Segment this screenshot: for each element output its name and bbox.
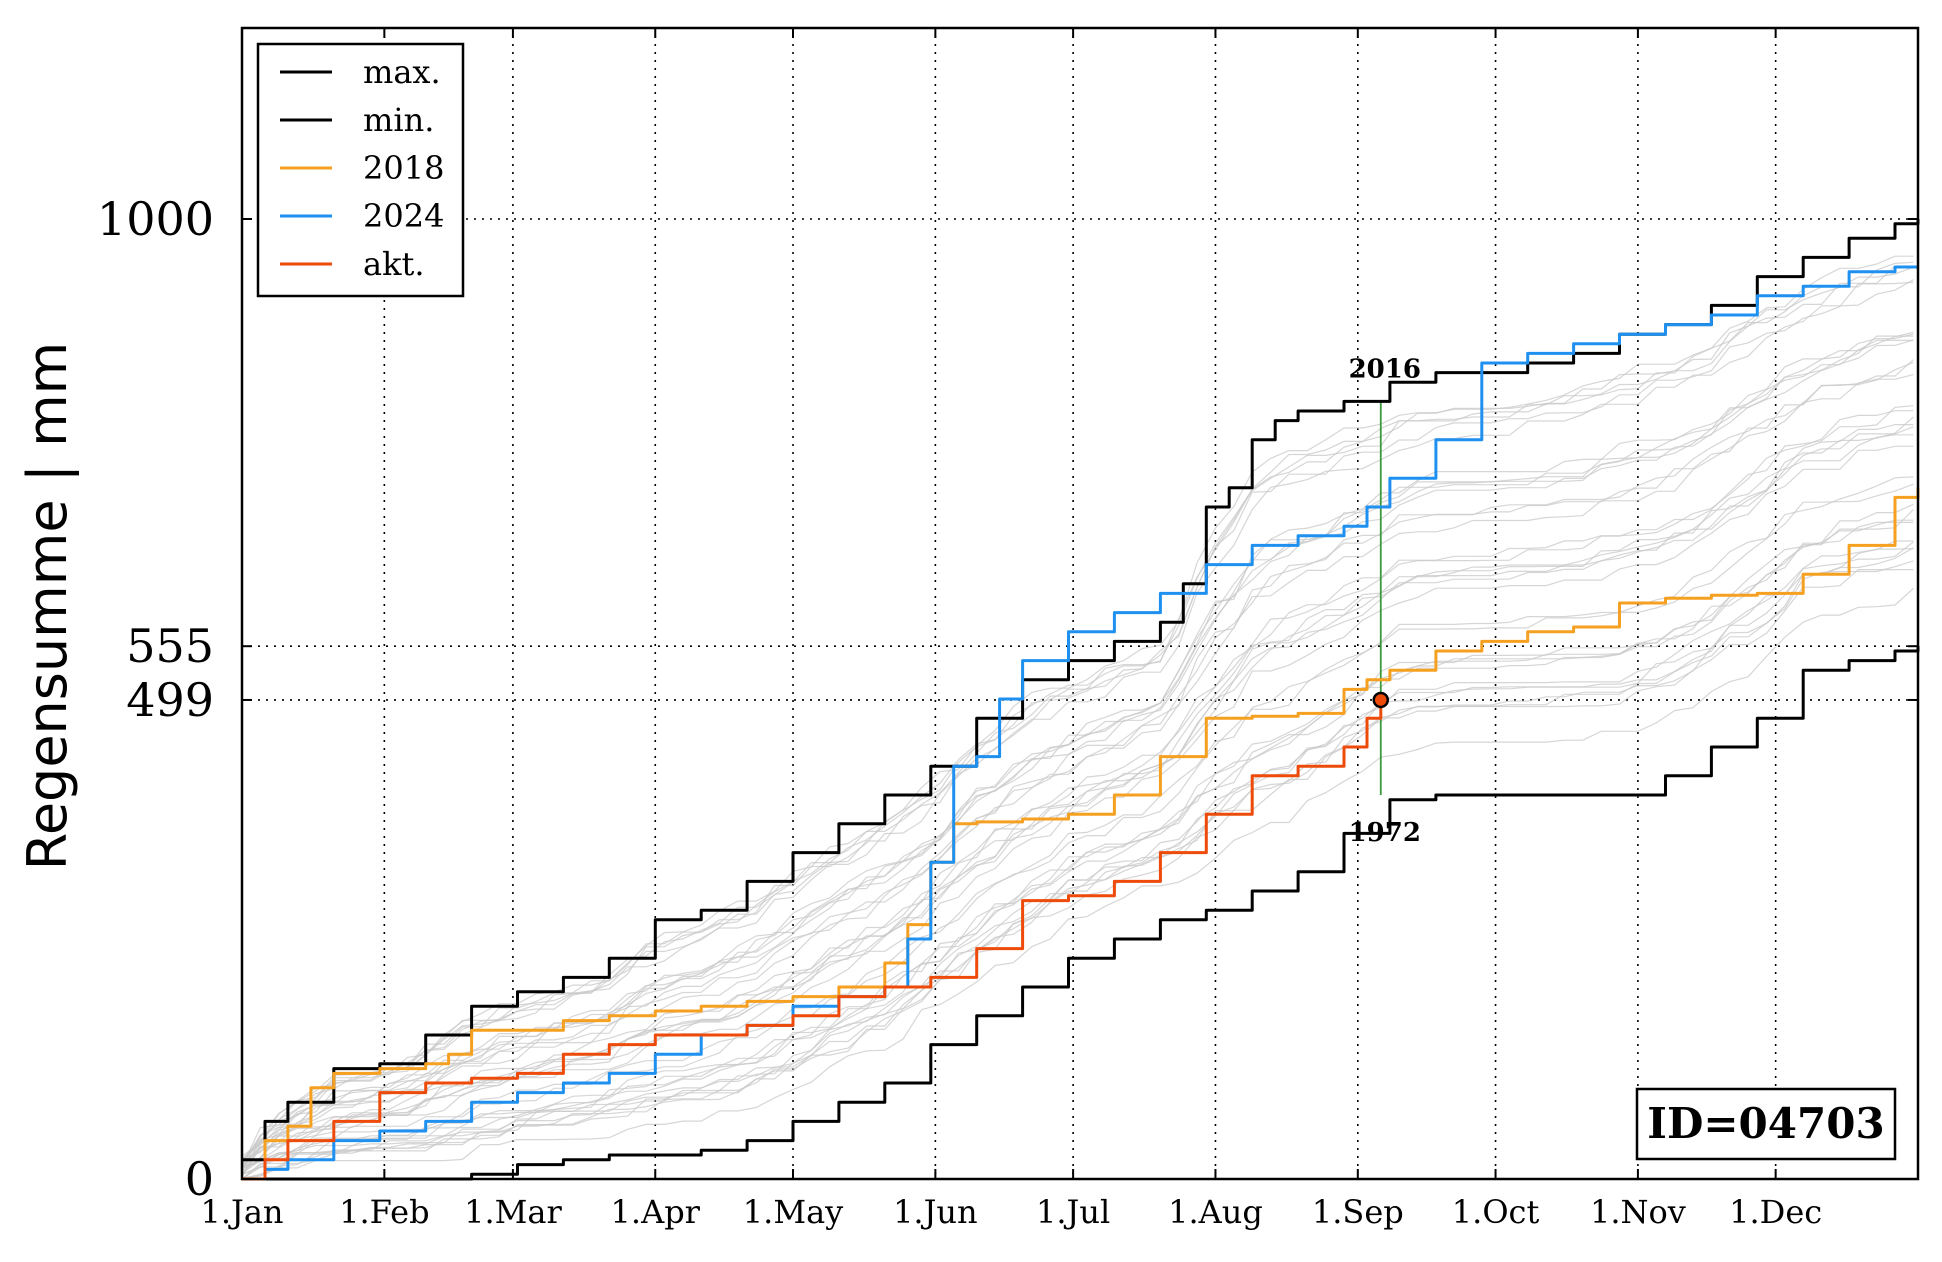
- x-tick-label: 1.Mar: [464, 1193, 562, 1231]
- background-year-line: [241, 261, 1914, 1167]
- series-line-akt: [242, 700, 1383, 1181]
- background-year-line: [241, 509, 1914, 1180]
- series-line-2018: [242, 487, 1920, 1181]
- y-axis-label: Regensumme | mm: [16, 342, 79, 871]
- axis-ticks: [241, 28, 1918, 1180]
- y-tick-label: 555: [126, 619, 214, 673]
- background-year-line: [241, 416, 1914, 1175]
- current-value-marker: [1372, 691, 1390, 709]
- annotation-year-1972: 1972: [1349, 818, 1421, 848]
- series-line-min: [242, 646, 1920, 1181]
- background-year-line: [241, 374, 1914, 1174]
- background-year-line: [241, 333, 1914, 1170]
- background-year-line: [241, 560, 1914, 1179]
- background-year-line: [241, 548, 1914, 1180]
- plot-frame: [240, 26, 1920, 1181]
- id-box: ID=04703: [1635, 1087, 1897, 1161]
- background-year-line: [241, 445, 1914, 1178]
- background-year-line: [241, 540, 1914, 1167]
- legend-label: akt.: [363, 245, 425, 283]
- background-year-line: [241, 281, 1914, 1160]
- legend-label: 2018: [363, 149, 444, 187]
- series-lines: [242, 219, 1920, 1181]
- x-tick-labels: 1.Jan 1.Feb 1.Mar 1.Apr 1.May 1.Jun 1.Jul 1.Aug…: [200, 1193, 1822, 1231]
- x-tick-label: 1.Jan: [200, 1193, 283, 1231]
- background-year-line: [241, 331, 1914, 1165]
- current-value-dot: [1372, 691, 1390, 709]
- background-year-line: [241, 568, 1914, 1180]
- background-year-line: [241, 359, 1914, 1160]
- x-tick-label: 1.Jul: [1036, 1193, 1110, 1231]
- y-tick-label: 1000: [97, 192, 214, 246]
- y-tick-label: 499: [126, 673, 214, 727]
- background-years-lines: [241, 255, 1914, 1180]
- legend-label: 2024: [363, 197, 444, 235]
- id-label: ID=04703: [1647, 1099, 1884, 1148]
- x-tick-label: 1.Aug: [1168, 1193, 1263, 1231]
- background-year-line: [241, 483, 1914, 1172]
- x-tick-label: 1.Dec: [1729, 1193, 1822, 1231]
- background-year-line: [241, 588, 1914, 1179]
- legend-label: min.: [363, 101, 434, 139]
- x-tick-label: 1.Oct: [1452, 1193, 1540, 1231]
- x-tick-label: 1.Nov: [1590, 1193, 1686, 1231]
- legend: max. min. 2018 2024 akt.: [256, 42, 465, 298]
- background-year-line: [241, 265, 1914, 1157]
- annotations: 2016 1972: [1349, 354, 1421, 848]
- background-year-line: [241, 521, 1914, 1176]
- legend-label: max.: [363, 53, 441, 91]
- y-tick-label: 0: [185, 1152, 214, 1206]
- background-year-line: [241, 266, 1914, 1165]
- x-tick-label: 1.May: [743, 1193, 843, 1231]
- x-tick-label: 1.Sep: [1312, 1193, 1404, 1231]
- background-year-line: [241, 361, 1914, 1170]
- legend-box: [256, 42, 465, 298]
- background-year-line: [241, 476, 1914, 1168]
- series-line-2024: [242, 265, 1918, 1181]
- annotation-year-2016: 2016: [1349, 354, 1421, 384]
- x-tick-label: 1.Feb: [339, 1193, 429, 1231]
- id-box-frame: [1635, 1087, 1897, 1161]
- background-year-line: [241, 255, 1914, 1171]
- background-year-line: [241, 405, 1914, 1167]
- background-year-line: [241, 519, 1914, 1169]
- x-tick-label: 1.Apr: [611, 1193, 701, 1231]
- x-tick-label: 1.Jun: [893, 1193, 978, 1231]
